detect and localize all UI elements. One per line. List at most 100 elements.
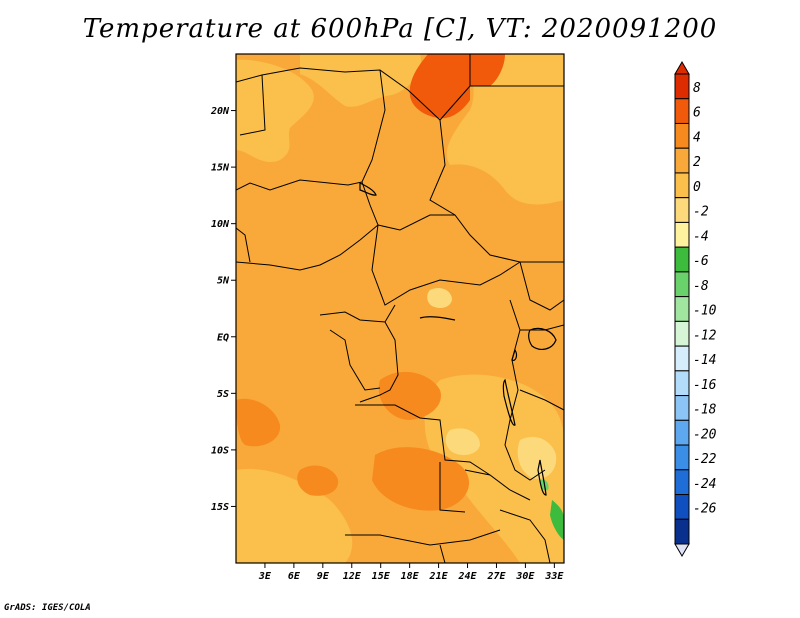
colorbar-swatch [674,73,690,100]
colorbar-label: -20 [693,427,717,442]
colorbar-label: 6 [693,106,701,121]
field-cool-se [517,436,557,479]
lakes [359,182,557,496]
lon-tick-label: 30E [515,571,535,582]
lake-chad [359,182,377,196]
lat-tick-label: 15S [211,502,229,513]
lake-victoria [528,327,557,350]
lon-tick-label: 12E [343,571,362,582]
field-0-2-ne [446,54,564,205]
colorbar-label: -14 [693,353,716,368]
field-4-6-west [236,398,281,447]
field-4-6-congo [378,371,441,420]
colorbar-swatch [674,172,690,199]
colorbar-label: -24 [693,477,716,492]
colorbar-label: -10 [693,304,717,319]
lon-tick-label: 18E [401,571,420,582]
colorbar-label: -6 [693,254,709,269]
lon-tick-label: 27E [486,571,506,582]
colorbar-label: -26 [693,502,717,517]
colorbar-swatch [674,122,690,149]
field-0-2-north [300,54,421,107]
colorbar-label: -2 [693,205,709,220]
lon-tick-label: 33E [544,571,564,582]
border-gabon-congo [319,304,396,323]
map-frame [235,53,565,564]
lake-congo [419,316,456,321]
colorbar-swatch [674,494,690,520]
field-0-2-se [424,374,564,563]
colorbar-swatch [674,469,690,496]
colorbar-swatch [674,98,690,124]
colorbar-swatch [674,197,690,223]
axis-ticks: 20N 15N 10N 5N EQ 5S 10S 15S 3E 6E 9E 12E 15E 18E 21E 2… [210,106,564,582]
grads-credit: GrADS: IGES/COLA [4,603,91,613]
lat-tick-label: 10S [211,445,229,456]
colorbar-swatch [674,271,690,298]
field-green-se [550,500,564,540]
colorbar-swatch [674,345,690,372]
field-cool-center [427,288,452,308]
colorbar-bottom-arrow [674,543,690,557]
border-west-coast [236,227,251,263]
lat-tick-label: 10N [211,219,230,230]
lat-tick-label: 5S [217,389,229,400]
border-gabon-south [329,329,381,391]
colorbar-label: -18 [693,403,717,418]
border-botswana [439,544,446,563]
border-zimbabwe [499,509,551,563]
border-chad-east [429,119,564,263]
colorbar-swatch [674,444,690,471]
lat-tick-label: 5N [217,276,230,287]
colorbar-label: -4 [693,229,709,244]
field-4-6-angola [372,447,470,511]
colorbar-label: 4 [693,131,701,146]
border-sahara-divide [239,74,266,136]
lake-malawi [537,459,547,496]
colorbar-swatch [674,419,690,446]
border-congo-drc [359,321,399,403]
colorbar-label: -22 [693,452,717,467]
lat-tick-label: 15N [211,163,230,174]
field-0-2-west [236,59,314,163]
lon-tick-label: 3E [258,571,272,582]
lake-tanganyika [502,378,516,426]
colorbar-label: 8 [693,81,701,96]
colorbar-label: 0 [693,180,701,195]
border-car-south [371,224,521,306]
colorbar-label: -8 [693,279,709,294]
map-title: Temperature at 600hPa [C], VT: 202009120… [82,14,718,44]
temperature-field [236,54,564,563]
colorbar-label: -16 [693,378,717,393]
lake-kivu [511,348,518,361]
colorbar-swatch [674,246,690,273]
lon-tick-label: 24E [457,571,477,582]
field-0-2-south [236,468,353,563]
border-zambia-mw [464,469,531,501]
border-cameroon-car [377,214,455,231]
field-cool-se2 [445,428,480,456]
colorbar-swatch [674,221,690,248]
border-tanzania [519,389,564,411]
field-6-8-north [409,54,470,119]
lon-tick-label: 21E [429,571,449,582]
colorbar: 8 6 4 2 0 -2 -4 -6 -8 -10 -12 -14 -16 -18 -20 -22 -24 -26 [674,61,717,557]
lon-tick-label: 15E [372,571,391,582]
border-niger-chad [236,69,386,191]
lat-tick-label: 20N [210,106,230,117]
colorbar-swatch [674,518,690,545]
colorbar-swatch [674,320,690,347]
border-drc-angola [355,404,491,476]
border-namibia [345,529,501,546]
field-4-6-namibia [297,465,339,496]
border-sudan-south [519,261,564,311]
field-6-8-north-east [470,54,505,86]
border-east-lakes [504,299,546,481]
colorbar-swatch [674,370,690,397]
lon-tick-label: 6E [288,571,301,582]
colorbar-swatch [674,296,690,322]
lon-tick-label: 9E [317,571,330,582]
border-angola-zambia [439,462,466,513]
colorbar-swatch [674,147,690,174]
